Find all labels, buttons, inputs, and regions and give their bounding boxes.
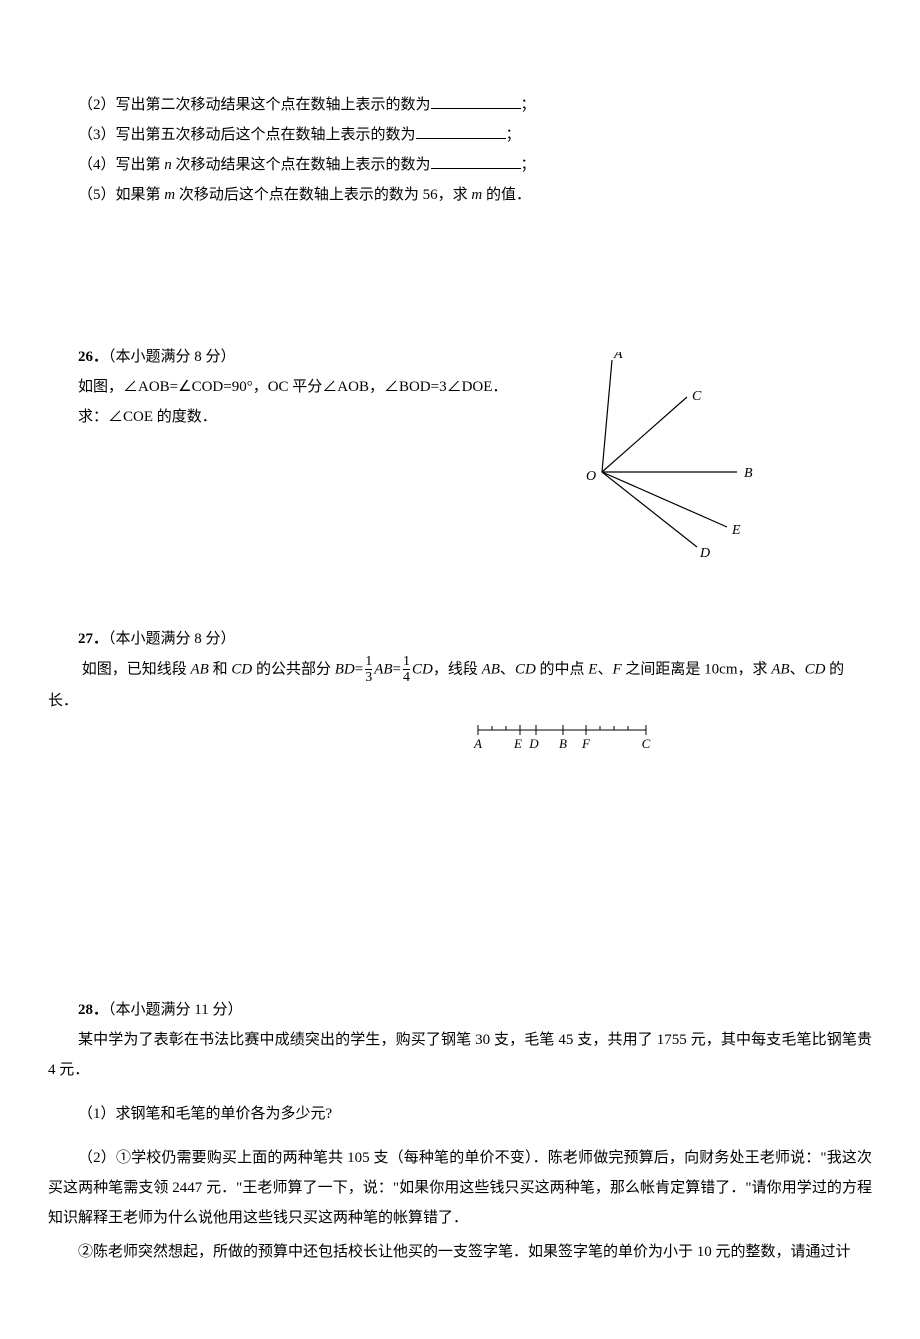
label-F: F — [581, 736, 591, 751]
label-O: O — [586, 469, 596, 484]
label-D: D — [699, 546, 710, 561]
txt: 之间距离是 10cm，求 — [622, 661, 772, 677]
q27: 27．（本小题满分 8 分） 如图，已知线段 AB 和 CD 的公共部分 BD=… — [48, 624, 872, 763]
q25-item3-suffix: ； — [506, 127, 521, 143]
label-C: C — [692, 389, 702, 404]
fraction-1-3: 13 — [365, 654, 372, 686]
q25-item3: （3）写出第五次移动后这个点在数轴上表示的数为 ； — [48, 120, 872, 150]
blank — [431, 154, 521, 169]
pt-F: F — [612, 661, 621, 677]
sep: 、 — [790, 661, 805, 677]
blank — [431, 94, 521, 109]
q27-header: 27．（本小题满分 8 分） — [48, 624, 872, 654]
q28-sub3: ②陈老师突然想起，所做的预算中还包括校长让他买的一支签字笔．如果签字笔的单价为小… — [48, 1237, 872, 1267]
seg-CD: CD — [515, 661, 536, 677]
q27-num: 27． — [78, 631, 108, 647]
label-B: B — [559, 736, 567, 751]
q25-item5: （5）如果第 m 次移动后这个点在数轴上表示的数为 56，求 m 的值． — [48, 180, 872, 210]
var-n: n — [164, 157, 172, 173]
q26: 26．（本小题满分 8 分） 如图，∠AOB=∠COD=90°，OC 平分∠AO… — [48, 342, 872, 592]
sep: 、 — [500, 661, 515, 677]
seg-CD: CD — [805, 661, 826, 677]
angle-diagram: A C O B E D — [572, 352, 792, 562]
q25-item2-text: （2）写出第二次移动结果这个点在数轴上表示的数为 — [78, 97, 431, 113]
eq: = — [393, 661, 401, 677]
q25-item5-end: 的值． — [482, 187, 531, 203]
seg-AB: AB — [374, 661, 392, 677]
ray-OA — [602, 360, 612, 472]
sep: 、 — [597, 661, 612, 677]
label-B: B — [744, 466, 753, 481]
q26-num: 26． — [78, 349, 108, 365]
q25-item3-text: （3）写出第五次移动后这个点在数轴上表示的数为 — [78, 127, 416, 143]
q27-points: （本小题满分 8 分） — [108, 631, 236, 647]
q25-item4-pre: （4）写出第 — [78, 157, 164, 173]
q25-item4: （4）写出第 n 次移动结果这个点在数轴上表示的数为 ； — [48, 150, 872, 180]
q26-points: （本小题满分 8 分） — [108, 349, 236, 365]
label-A: A — [473, 736, 482, 751]
line-diagram: A E D B F C — [468, 720, 872, 763]
seg-BD: BD — [335, 661, 355, 677]
seg-AB: AB — [771, 661, 789, 677]
ray-OE — [602, 472, 727, 527]
spacer — [48, 795, 872, 995]
ray-OC — [602, 397, 687, 472]
q28: 28．（本小题满分 11 分） 某中学为了表彰在书法比赛中成绩突出的学生，购买了… — [48, 995, 872, 1267]
q25-item4-suffix: ； — [521, 157, 536, 173]
label-E: E — [731, 523, 741, 538]
txt: 如图，已知线段 — [82, 661, 191, 677]
q25-item4-post: 次移动结果这个点在数轴上表示的数为 — [172, 157, 431, 173]
txt: 的公共部分 — [252, 661, 335, 677]
eq: = — [355, 661, 363, 677]
seg-AB: AB — [191, 661, 209, 677]
q28-num: 28． — [78, 1002, 108, 1018]
label-A: A — [613, 352, 623, 362]
q28-sub2: （2）①学校仍需要购买上面的两种笔共 105 支（每种笔的单价不变）．陈老师做完… — [48, 1143, 872, 1233]
seg-CD: CD — [412, 661, 433, 677]
q28-sub1: （1）求钢笔和毛笔的单价各为多少元? — [48, 1099, 872, 1129]
txt: ，线段 — [433, 661, 482, 677]
q27-body: 如图，已知线段 AB 和 CD 的公共部分 BD=13AB=14CD，线段 AB… — [48, 654, 872, 763]
q25-fragment: （2）写出第二次移动结果这个点在数轴上表示的数为 ； （3）写出第五次移动后这个点… — [48, 90, 872, 210]
var-m: m — [164, 187, 175, 203]
ray-OD — [602, 472, 697, 547]
label-C: C — [642, 736, 651, 751]
q25-item2-suffix: ； — [521, 97, 536, 113]
q25-item2: （2）写出第二次移动结果这个点在数轴上表示的数为 ； — [48, 90, 872, 120]
q25-item5-mid: 次移动后这个点在数轴上表示的数为 56，求 — [175, 187, 471, 203]
var-m: m — [471, 187, 482, 203]
spacer — [48, 242, 872, 342]
txt: 和 — [209, 661, 232, 677]
label-E: E — [513, 736, 522, 751]
label-D: D — [528, 736, 539, 751]
fraction-1-4: 14 — [403, 654, 410, 686]
seg-AB: AB — [482, 661, 500, 677]
q28-points: （本小题满分 11 分） — [108, 1002, 242, 1018]
q28-header: 28．（本小题满分 11 分） — [48, 995, 872, 1025]
q25-item5-pre: （5）如果第 — [78, 187, 164, 203]
txt: 的中点 — [536, 661, 589, 677]
seg-CD: CD — [231, 661, 252, 677]
blank — [416, 124, 506, 139]
q28-intro: 某中学为了表彰在书法比赛中成绩突出的学生，购买了钢笔 30 支，毛笔 45 支，… — [48, 1025, 872, 1085]
